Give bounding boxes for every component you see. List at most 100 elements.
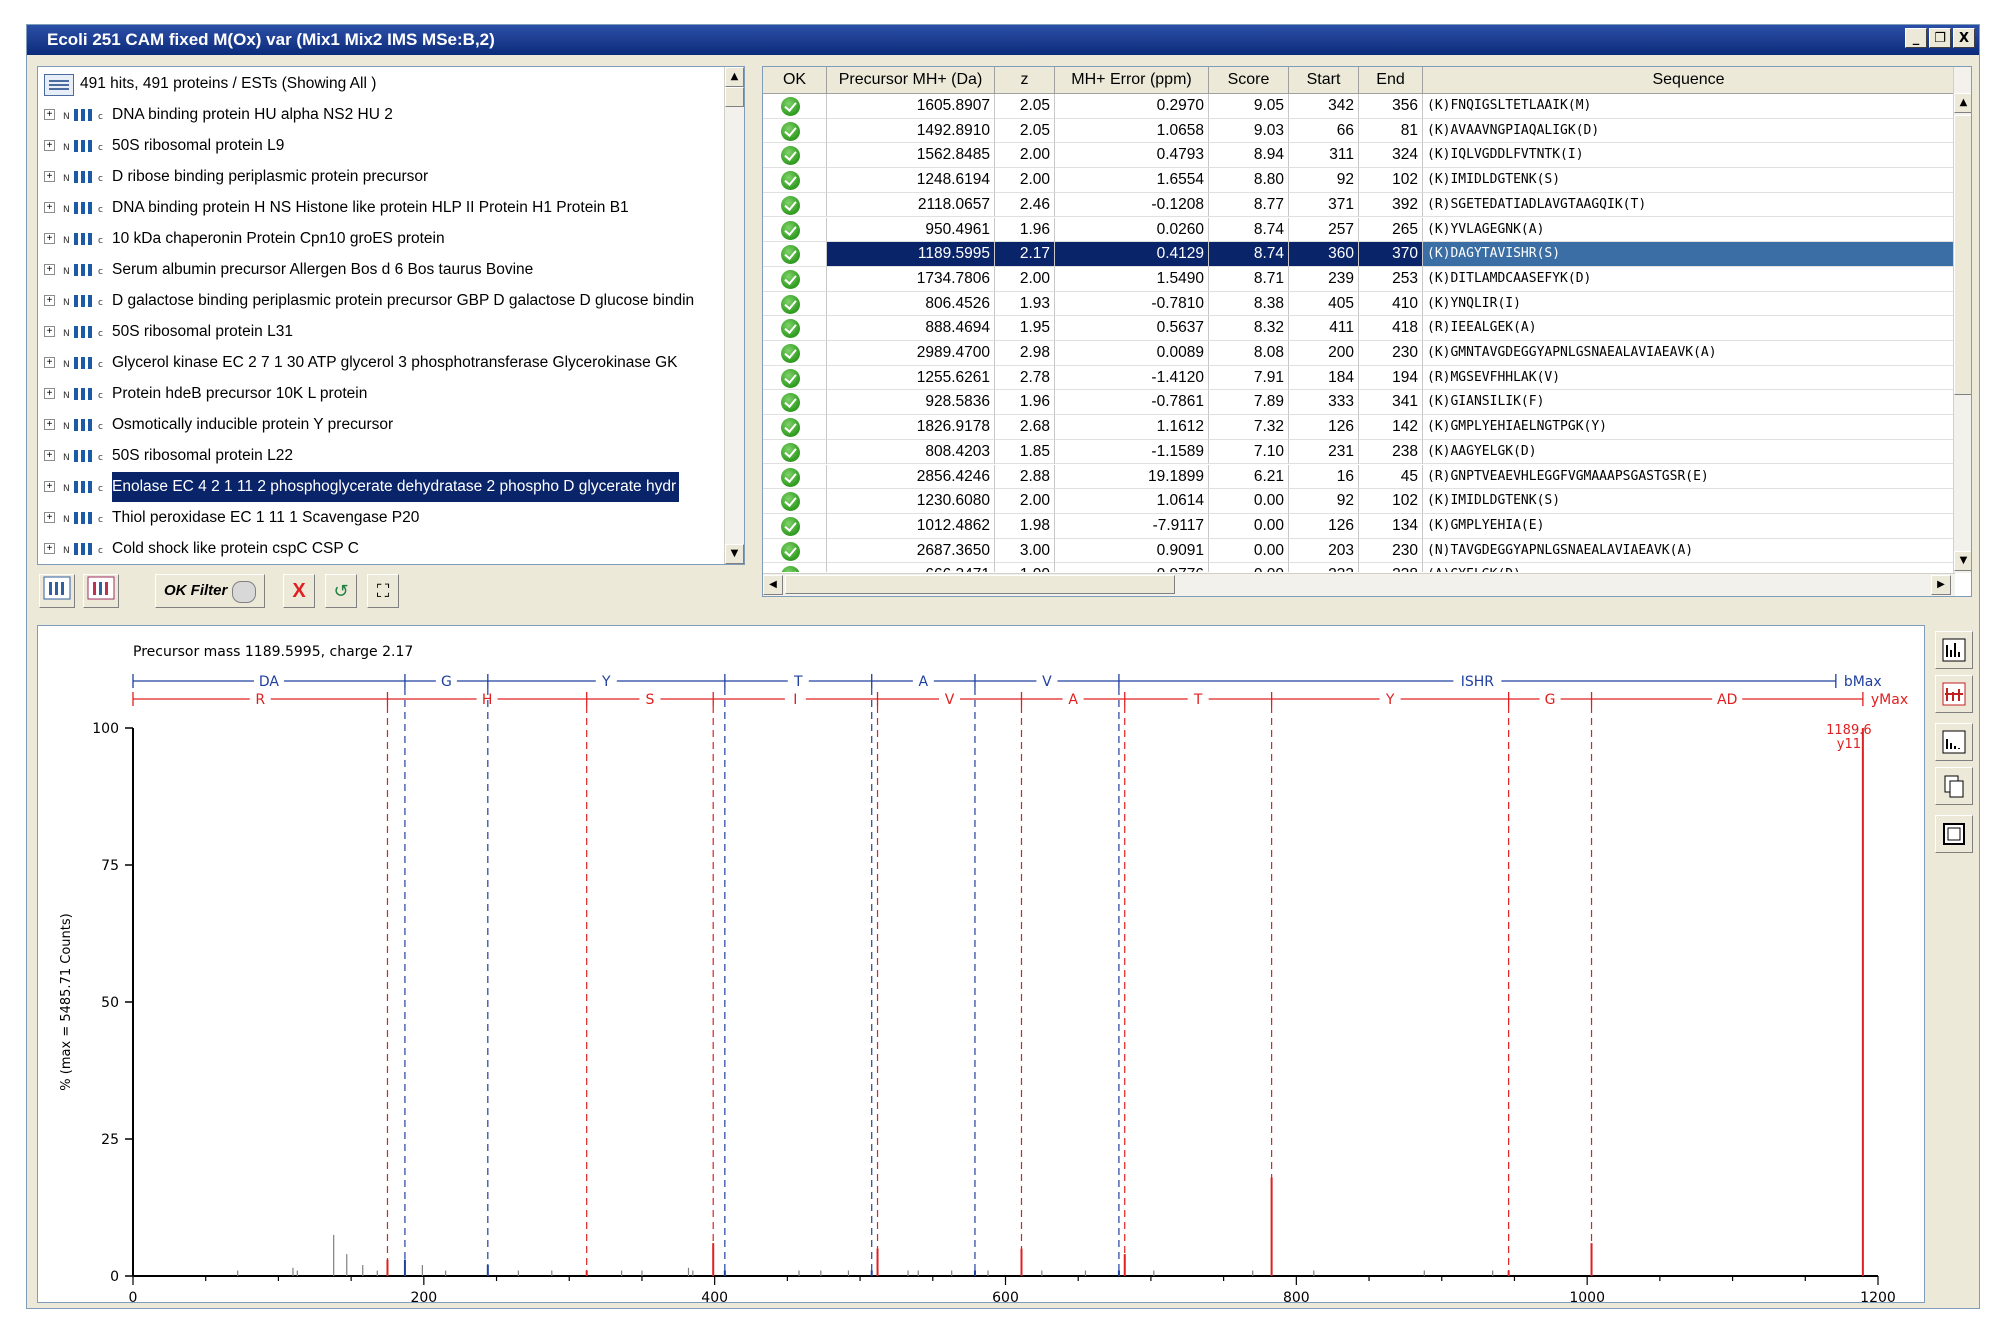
table-row[interactable]: 2989.4700 2.98 0.0089 8.08 200 230 (K)GMNTAVGD… — [763, 341, 1955, 366]
ok-cell[interactable] — [763, 118, 827, 144]
table-row[interactable]: 950.4961 1.96 0.0260 8.74 257 265 (K)YVLAGEGNK… — [763, 217, 1955, 243]
bar-chart-icon[interactable] — [1935, 723, 1973, 761]
table-row[interactable]: 1012.4862 1.98 -7.9117 0.00 126 134 (K)GMPLYEH… — [763, 513, 1955, 539]
expand-plus-icon[interactable]: + — [44, 419, 55, 430]
expand-plus-icon[interactable]: + — [44, 202, 55, 213]
table-row[interactable]: 928.5836 1.96 -0.7861 7.89 333 341 (K)GIANSILI… — [763, 390, 1955, 416]
ok-cell[interactable] — [763, 316, 827, 341]
expand-plus-icon[interactable]: + — [44, 109, 55, 120]
minimize-button[interactable]: _ — [1905, 28, 1927, 48]
table-scroll-thumb[interactable] — [1954, 115, 1971, 395]
expand-plus-icon[interactable]: + — [44, 326, 55, 337]
scroll-right-arrow-icon[interactable]: ▶ — [1931, 575, 1951, 595]
ok-cell[interactable] — [763, 266, 827, 292]
ok-cell[interactable] — [763, 563, 827, 572]
annotated-spectrum-icon[interactable] — [1935, 675, 1973, 713]
table-row[interactable]: 1734.7806 2.00 1.5490 8.71 239 253 (K)DITLAMDC… — [763, 266, 1955, 292]
table-row[interactable]: 1562.8485 2.00 0.4793 8.94 311 324 (K)IQLVGDDL… — [763, 143, 1955, 169]
column-header[interactable]: MH+ Error (ppm) — [1055, 67, 1209, 93]
table-vertical-scrollbar[interactable]: ▲ ▼ — [1953, 67, 1971, 573]
column-header[interactable]: End — [1359, 67, 1423, 93]
ok-cell[interactable] — [763, 242, 827, 267]
spectrum-view-icon[interactable] — [1935, 631, 1973, 669]
ok-cell[interactable] — [763, 291, 827, 317]
table-row[interactable]: 1605.8907 2.05 0.2970 9.05 342 356 (K)FNQIGSLT… — [763, 94, 1955, 119]
column-header[interactable]: OK — [763, 67, 827, 93]
expand-plus-icon[interactable]: + — [44, 388, 55, 399]
tree-vertical-scrollbar[interactable]: ▲ ▼ — [724, 67, 744, 564]
copy-icon[interactable] — [1935, 767, 1973, 805]
refresh-icon[interactable]: ↺ — [325, 574, 357, 608]
table-row[interactable]: 808.4203 1.85 -1.1589 7.10 231 238 (K)AAGYELGK… — [763, 439, 1955, 465]
ok-cell[interactable] — [763, 464, 827, 490]
table-row[interactable]: 806.4526 1.93 -0.7810 8.38 405 410 (K)YNQLIR(I… — [763, 291, 1955, 317]
ok-cell[interactable] — [763, 365, 827, 391]
scroll-down-arrow-icon[interactable]: ▼ — [725, 544, 744, 564]
expand-plus-icon[interactable]: + — [44, 140, 55, 151]
table-row[interactable]: 666.34711.000.97760.00233238(A)GYELGK(D) — [763, 563, 1955, 572]
fit-chart-icon[interactable] — [1935, 815, 1973, 853]
ok-cell[interactable] — [763, 390, 827, 416]
table-row[interactable]: 1826.9178 2.68 1.1612 7.32 126 142 (K)GMPLYEHI… — [763, 415, 1955, 440]
expand-plus-icon[interactable]: + — [44, 512, 55, 523]
table-row[interactable]: 888.4694 1.95 0.5637 8.32 411 418 (R)IEEALGEK(… — [763, 316, 1955, 341]
table-row[interactable]: 1230.6080 2.00 1.0614 0.00 92 102 (K)IMIDLDGTE… — [763, 489, 1955, 514]
table-horizontal-scrollbar[interactable]: ◀ ▶ — [763, 573, 1955, 596]
expand-plus-icon[interactable]: + — [44, 295, 55, 306]
expand-plus-icon[interactable]: + — [44, 357, 55, 368]
ok-cell[interactable] — [763, 513, 827, 539]
expand-plus-icon[interactable]: + — [44, 171, 55, 182]
column-header[interactable]: Score — [1209, 67, 1289, 93]
expand-plus-icon[interactable]: + — [44, 450, 55, 461]
column-header[interactable]: Precursor MH+ (Da) — [827, 67, 995, 93]
table-row[interactable]: 2687.3650 3.00 0.9091 0.00 203 230 (N)TAVGDEGG… — [763, 538, 1955, 564]
ok-cell[interactable] — [763, 94, 827, 119]
table-scroll-down-icon[interactable]: ▼ — [1954, 551, 1971, 571]
table-row[interactable]: 1492.8910 2.05 1.0658 9.03 66 81 (K)AVAAVNGPIA… — [763, 118, 1955, 144]
restore-button[interactable]: ❐ — [1929, 28, 1951, 48]
fit-view-icon[interactable]: ⛶ — [367, 574, 399, 608]
table-scroll-up-icon[interactable]: ▲ — [1954, 93, 1971, 113]
peptide-view-icon[interactable] — [83, 574, 119, 608]
ok-filter-toggle[interactable]: OK Filter — [155, 574, 265, 608]
table-hscroll-thumb[interactable] — [785, 575, 1175, 594]
table-row[interactable]: 1255.6261 2.78 -1.4120 7.91 184 194 (R)MGSEVFH… — [763, 365, 1955, 391]
column-header[interactable]: Start — [1289, 67, 1359, 93]
expand-plus-icon[interactable]: + — [44, 543, 55, 554]
table-row[interactable]: 1248.6194 2.00 1.6554 8.80 92 102 (K)IMIDLDGTE… — [763, 168, 1955, 193]
table-row[interactable]: 2118.0657 2.46 -0.1208 8.77 371 392 (R)SGETEDA… — [763, 192, 1955, 218]
column-header[interactable]: Sequence — [1423, 67, 1955, 93]
clear-filter-icon[interactable]: X — [283, 574, 315, 608]
scroll-left-arrow-icon[interactable]: ◀ — [763, 575, 783, 595]
ok-cell[interactable] — [763, 489, 827, 514]
ok-cell[interactable] — [763, 143, 827, 169]
tree-scroll-thumb[interactable] — [725, 87, 744, 107]
ok-cell[interactable] — [763, 341, 827, 366]
scroll-up-arrow-icon[interactable]: ▲ — [725, 67, 744, 87]
table-row[interactable]: 1189.5995 2.17 0.4129 8.74 360 370 (K)DAGYTAVI… — [763, 242, 1955, 267]
ok-cell[interactable] — [763, 217, 827, 243]
table-row[interactable]: 2856.4246 2.88 19.1899 6.21 16 45 (R)GNPTVEAEV… — [763, 464, 1955, 490]
expand-plus-icon[interactable]: + — [44, 233, 55, 244]
ok-cell[interactable] — [763, 439, 827, 465]
ok-cell[interactable] — [763, 415, 827, 440]
column-header[interactable]: z — [995, 67, 1055, 93]
expand-plus-icon[interactable]: + — [44, 481, 55, 492]
protein-view-icon[interactable] — [39, 574, 75, 608]
ok-cell[interactable] — [763, 192, 827, 218]
close-button[interactable]: X — [1953, 28, 1975, 48]
